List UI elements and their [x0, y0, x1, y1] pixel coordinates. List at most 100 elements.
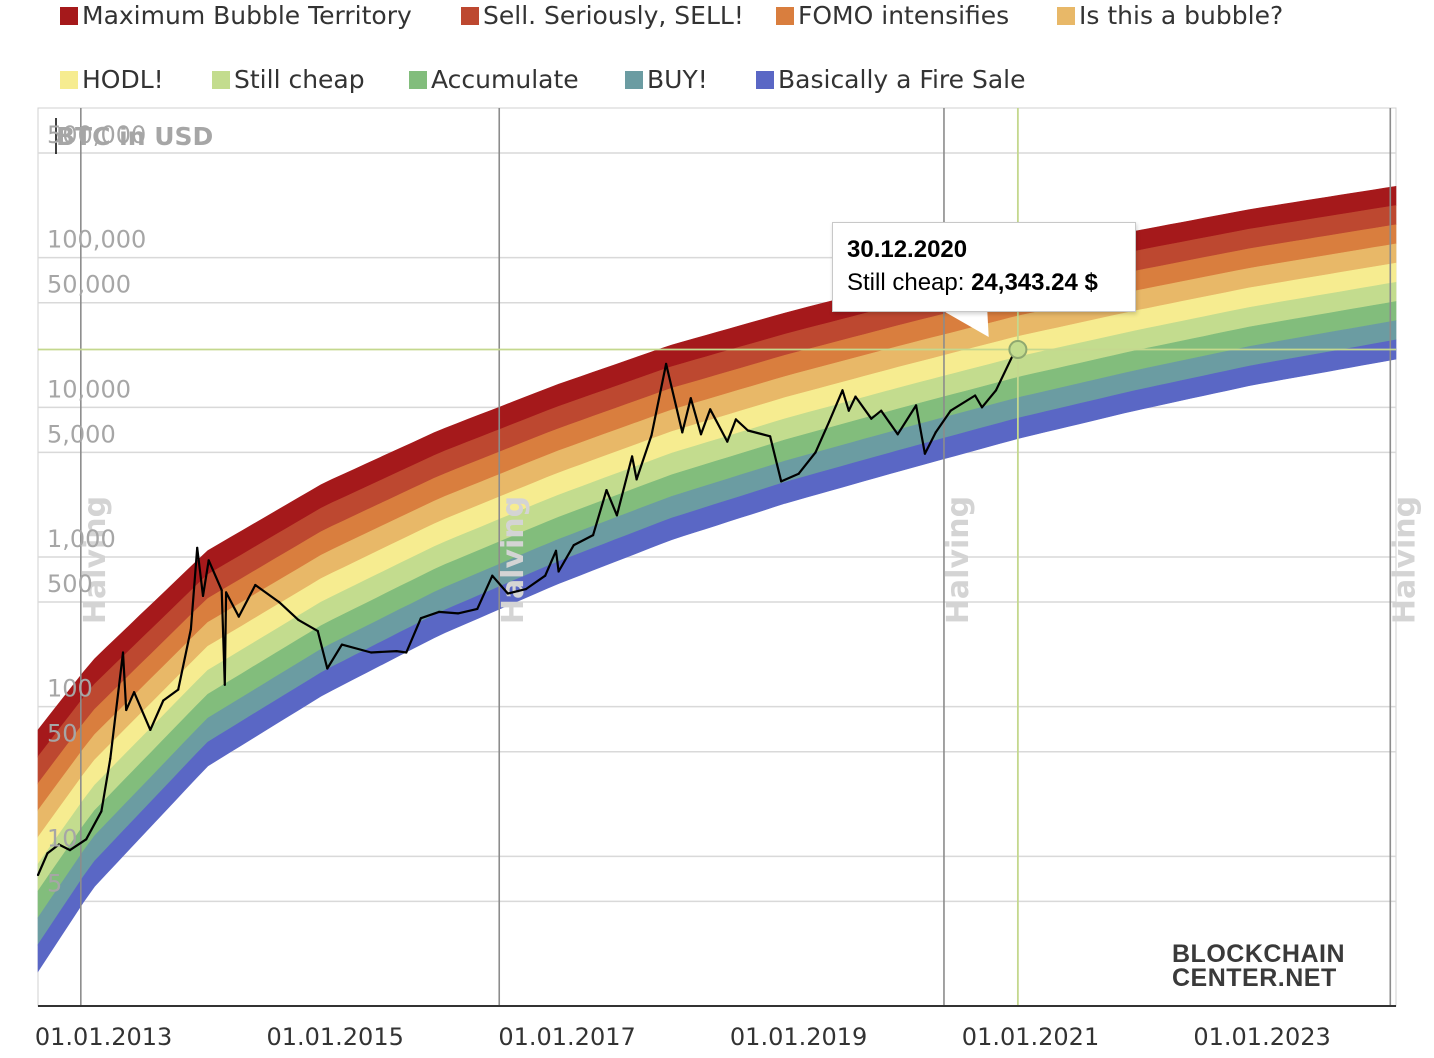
price-point [177, 688, 180, 691]
price-point [847, 409, 850, 412]
price-point [709, 408, 712, 411]
legend-item[interactable]: FOMO intensifies [776, 1, 1009, 30]
legend-swatch [60, 6, 78, 25]
price-point [896, 433, 899, 436]
legend-item[interactable]: Is this a bubble? [1057, 1, 1283, 30]
y-tick-label: 1,000 [47, 525, 116, 553]
tooltip-date: 30.12.2020 [847, 236, 968, 263]
watermark-logo: BLOCKCHAIN CENTER.NET [1172, 940, 1346, 991]
legend-swatch [1057, 6, 1075, 25]
price-point [419, 617, 422, 620]
price-point [278, 601, 281, 604]
legend-item[interactable]: HODL! [60, 65, 164, 94]
price-point [36, 873, 40, 877]
x-tick-label: 01.01.2013 [35, 1023, 172, 1051]
legend-label: Basically a Fire Sale [778, 65, 1026, 94]
price-point [592, 534, 595, 537]
legend-label: Is this a bubble? [1079, 1, 1284, 30]
price-point [68, 849, 72, 852]
price-point [223, 683, 226, 686]
x-tick-label: 01.01.2019 [730, 1023, 867, 1051]
price-point [699, 433, 703, 436]
price-point [254, 583, 257, 587]
price-point [726, 440, 729, 443]
halving-label: Halving [1387, 496, 1422, 624]
price-point [476, 607, 479, 611]
y-tick-label: 100 [47, 675, 93, 703]
legend-swatch [409, 70, 427, 89]
price-point [524, 588, 528, 591]
price-point [220, 589, 223, 592]
legend-item[interactable]: Sell. Seriously, SELL! [461, 1, 744, 30]
price-point [57, 843, 61, 846]
price-point [491, 574, 494, 577]
y-tick-label: 500 [47, 570, 93, 598]
legend-swatch [60, 70, 78, 89]
price-point [133, 691, 136, 694]
price-point [631, 455, 634, 458]
legend-swatch [756, 70, 774, 89]
halving-label: Halving [496, 496, 531, 624]
halving-label: Halving [941, 496, 976, 624]
price-layer [36, 340, 1020, 877]
legend-item[interactable]: BUY! [625, 65, 708, 94]
price-point [456, 612, 460, 615]
legend-item[interactable]: Still cheap [212, 65, 365, 94]
highlight-marker[interactable] [1008, 340, 1028, 360]
price-point [841, 389, 844, 392]
price-point [189, 628, 192, 631]
tooltip: 30.12.2020 Still cheap: 24,343.24 $ [832, 222, 1136, 312]
legend-label: BUY! [647, 65, 708, 94]
legend-swatch [212, 70, 230, 89]
price-point [405, 651, 408, 654]
price-point [196, 546, 199, 550]
tooltip-row: Still cheap: 24,343.24 $ [847, 265, 1121, 301]
price-point [297, 618, 300, 622]
rainbow-band [37, 339, 1397, 973]
legend-label: Still cheap [234, 65, 365, 94]
legend-label: HODL! [82, 65, 164, 94]
price-point [746, 429, 750, 432]
price-point [605, 489, 608, 492]
y-axis: BTC in USD 5 10 50 100 500 1,000 5,000 10,000 50,… [47, 118, 213, 897]
legend-item[interactable]: Accumulate [409, 65, 579, 94]
x-tick-label: 01.01.2021 [962, 1023, 1099, 1051]
tooltip-value: 24,343.24 $ [971, 269, 1098, 296]
legend-label: FOMO intensifies [798, 1, 1010, 30]
price-point [854, 395, 857, 398]
price-point [734, 418, 738, 421]
price-point [880, 409, 883, 412]
legend-swatch [461, 6, 479, 25]
price-point [326, 667, 329, 670]
y-tick-label: 500,000 [47, 121, 146, 149]
legend-item[interactable]: Basically a Fire Sale [756, 65, 1026, 94]
price-point [395, 650, 398, 653]
price-point [554, 549, 558, 552]
price-point [665, 362, 668, 365]
chart-legend: Maximum Bubble Territory Sell. Seriously,… [0, 0, 1434, 108]
price-point [162, 699, 165, 702]
price-point [681, 431, 684, 434]
legend-item[interactable]: Maximum Bubble Territory [60, 1, 412, 30]
price-point [437, 610, 441, 614]
y-tick-label: 50 [47, 720, 78, 748]
legend-swatch [625, 70, 643, 89]
tooltip-label: Still cheap: [847, 269, 965, 296]
watermark-line-1: BLOCKCHAIN [1172, 940, 1346, 968]
y-tick-label: 50,000 [47, 271, 131, 299]
price-point [370, 651, 373, 654]
y-axis-title: BTC in USD [56, 122, 213, 151]
price-point [814, 451, 817, 454]
price-point [557, 570, 560, 573]
price-point [207, 559, 210, 562]
price-point [949, 409, 952, 412]
price-point [100, 810, 103, 813]
halving-label: Halving [78, 496, 113, 624]
price-point [121, 651, 125, 654]
price-point [934, 431, 937, 434]
legend-swatch [776, 6, 794, 25]
price-point [650, 434, 653, 437]
x-tick-label: 01.01.2023 [1193, 1023, 1330, 1051]
legend-label: Maximum Bubble Territory [82, 1, 412, 30]
price-point [85, 838, 88, 841]
